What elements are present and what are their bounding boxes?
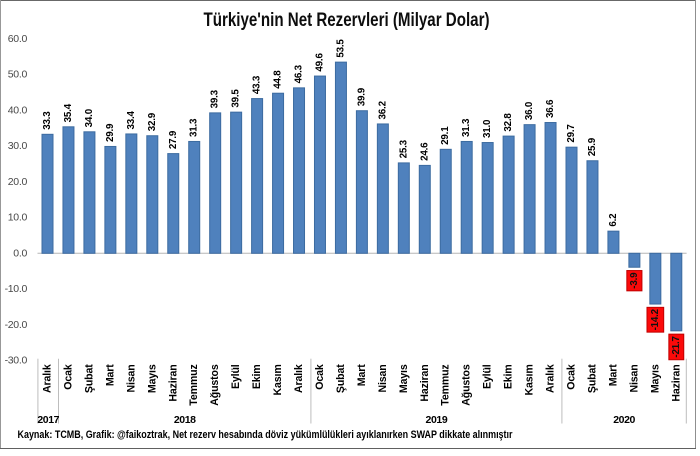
svg-text:Türkiye'nin Net Rezervleri (Mi: Türkiye'nin Net Rezervleri (Milyar Dolar…	[204, 9, 490, 31]
svg-text:Kasım: Kasım	[272, 364, 284, 395]
svg-text:-3.9: -3.9	[629, 272, 640, 289]
svg-text:Nisan: Nisan	[377, 364, 389, 392]
svg-text:Nisan: Nisan	[125, 364, 137, 392]
svg-text:53.5: 53.5	[335, 39, 346, 58]
svg-text:Temmuz: Temmuz	[440, 364, 452, 405]
svg-text:Mart: Mart	[356, 364, 368, 386]
svg-text:30.0: 30.0	[8, 140, 28, 152]
svg-text:10.0: 10.0	[8, 212, 28, 224]
svg-text:-10.0: -10.0	[5, 283, 28, 295]
svg-text:Ocak: Ocak	[566, 364, 578, 390]
svg-text:24.6: 24.6	[419, 142, 430, 161]
svg-text:50.0: 50.0	[8, 69, 28, 81]
svg-text:40.0: 40.0	[8, 104, 28, 116]
svg-text:Mart: Mart	[607, 364, 619, 386]
svg-text:Aralık: Aralık	[545, 364, 557, 393]
svg-text:2017: 2017	[37, 414, 59, 426]
svg-text:20.0: 20.0	[8, 176, 28, 188]
svg-text:Temmuz: Temmuz	[188, 364, 200, 405]
svg-text:Şubat: Şubat	[335, 364, 347, 393]
svg-text:34.0: 34.0	[84, 108, 95, 127]
svg-text:25.9: 25.9	[587, 137, 598, 156]
svg-text:Eylül: Eylül	[482, 364, 494, 389]
svg-text:Ocak: Ocak	[314, 364, 326, 390]
svg-text:36.2: 36.2	[377, 100, 388, 119]
svg-text:Eylül: Eylül	[230, 364, 242, 389]
svg-text:0.0: 0.0	[13, 247, 27, 259]
svg-text:33.3: 33.3	[42, 111, 53, 130]
svg-text:60.0: 60.0	[8, 33, 28, 45]
svg-text:Haziran: Haziran	[670, 364, 682, 401]
svg-text:Nisan: Nisan	[628, 364, 640, 392]
svg-text:39.3: 39.3	[210, 89, 221, 108]
svg-text:36.6: 36.6	[545, 99, 556, 118]
svg-text:Mayıs: Mayıs	[398, 364, 410, 393]
svg-text:Aralık: Aralık	[293, 364, 305, 393]
svg-text:Haziran: Haziran	[167, 364, 179, 401]
svg-text:-20.0: -20.0	[5, 319, 28, 331]
svg-text:Aralık: Aralık	[42, 364, 54, 393]
svg-text:-21.7: -21.7	[671, 336, 682, 358]
svg-text:32.9: 32.9	[147, 112, 158, 131]
svg-text:Mayıs: Mayıs	[649, 364, 661, 393]
svg-text:33.4: 33.4	[126, 110, 137, 129]
svg-text:Ekim: Ekim	[503, 364, 515, 389]
svg-text:6.2: 6.2	[608, 213, 619, 227]
svg-text:Şubat: Şubat	[586, 364, 598, 393]
svg-text:Mayıs: Mayıs	[146, 364, 158, 393]
svg-text:39.9: 39.9	[356, 87, 367, 106]
svg-text:43.3: 43.3	[252, 75, 263, 94]
svg-text:-14.2: -14.2	[650, 308, 661, 330]
svg-text:49.6: 49.6	[314, 53, 325, 72]
svg-text:2019: 2019	[426, 414, 448, 426]
svg-text:Kaynak: TCMB, Grafik: @faikozt: Kaynak: TCMB, Grafik: @faikoztrak, Net r…	[18, 429, 514, 441]
svg-text:29.1: 29.1	[440, 126, 451, 145]
svg-text:31.0: 31.0	[482, 119, 493, 138]
svg-text:Kasım: Kasım	[524, 364, 536, 395]
svg-text:39.5: 39.5	[231, 89, 242, 108]
svg-text:2018: 2018	[174, 414, 196, 426]
svg-text:35.4: 35.4	[63, 103, 74, 122]
svg-text:31.3: 31.3	[461, 118, 472, 137]
svg-text:29.9: 29.9	[105, 123, 116, 142]
svg-text:27.9: 27.9	[168, 130, 179, 149]
svg-text:46.3: 46.3	[294, 64, 305, 83]
svg-text:Ocak: Ocak	[62, 364, 74, 390]
svg-text:Haziran: Haziran	[419, 364, 431, 401]
svg-text:32.8: 32.8	[503, 113, 514, 132]
svg-text:Ağustos: Ağustos	[461, 364, 473, 406]
svg-text:Ekim: Ekim	[251, 364, 263, 389]
svg-text:Şubat: Şubat	[83, 364, 95, 393]
svg-text:Ağustos: Ağustos	[209, 364, 221, 406]
svg-text:29.7: 29.7	[566, 124, 577, 143]
svg-text:25.3: 25.3	[398, 139, 409, 158]
svg-text:2020: 2020	[613, 414, 635, 426]
svg-text:Mart: Mart	[104, 364, 116, 386]
svg-text:-30.0: -30.0	[5, 355, 28, 367]
svg-text:36.0: 36.0	[524, 101, 535, 120]
svg-text:31.3: 31.3	[189, 118, 200, 137]
svg-text:44.8: 44.8	[273, 70, 284, 89]
